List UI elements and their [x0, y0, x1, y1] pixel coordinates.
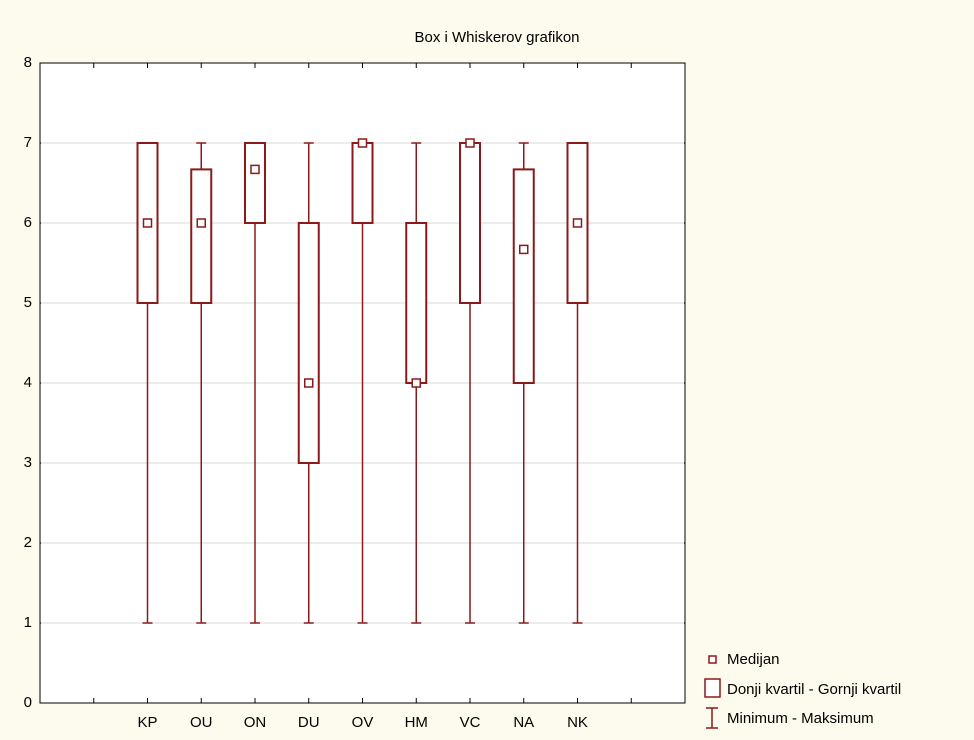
- chart-title: Box i Whiskerov grafikon: [414, 29, 579, 46]
- x-tick-label: OU: [190, 714, 213, 731]
- x-tick-label: VC: [460, 714, 481, 731]
- box: [297, 222, 320, 464]
- median: [465, 138, 475, 148]
- y-tick-label: 5: [24, 294, 32, 311]
- y-tick-label: 6: [24, 214, 32, 231]
- median: [572, 218, 583, 228]
- median: [411, 378, 421, 388]
- median: [304, 378, 314, 388]
- box: [244, 142, 266, 224]
- median: [250, 164, 260, 175]
- box: [351, 142, 374, 224]
- box: [405, 222, 428, 384]
- legend-median-icon: [708, 655, 717, 664]
- box: [190, 168, 213, 304]
- median: [357, 138, 368, 148]
- x-tick-label: ON: [244, 714, 267, 731]
- legend-label: Donji kvartil - Gornji kvartil: [727, 681, 901, 698]
- y-tick-label: 7: [24, 134, 32, 151]
- x-tick-label: NK: [567, 714, 588, 731]
- legend-box-icon: [704, 678, 721, 698]
- y-tick-label: 2: [24, 534, 32, 551]
- y-tick-label: 0: [24, 694, 32, 711]
- median: [519, 244, 529, 255]
- legend-label: Minimum - Maksimum: [727, 710, 874, 727]
- median: [196, 218, 206, 228]
- x-tick-label: OV: [352, 714, 374, 731]
- legend-label: Medijan: [727, 651, 780, 668]
- y-tick-label: 1: [24, 614, 32, 631]
- y-tick-label: 8: [24, 54, 32, 71]
- x-tick-label: HM: [405, 714, 428, 731]
- y-tick-label: 3: [24, 454, 32, 471]
- box: [512, 168, 535, 384]
- x-tick-label: DU: [298, 714, 320, 731]
- box: [459, 142, 481, 304]
- x-tick-label: KP: [137, 714, 157, 731]
- median: [142, 218, 153, 228]
- x-tick-label: NA: [513, 714, 534, 731]
- y-tick-label: 4: [24, 374, 32, 391]
